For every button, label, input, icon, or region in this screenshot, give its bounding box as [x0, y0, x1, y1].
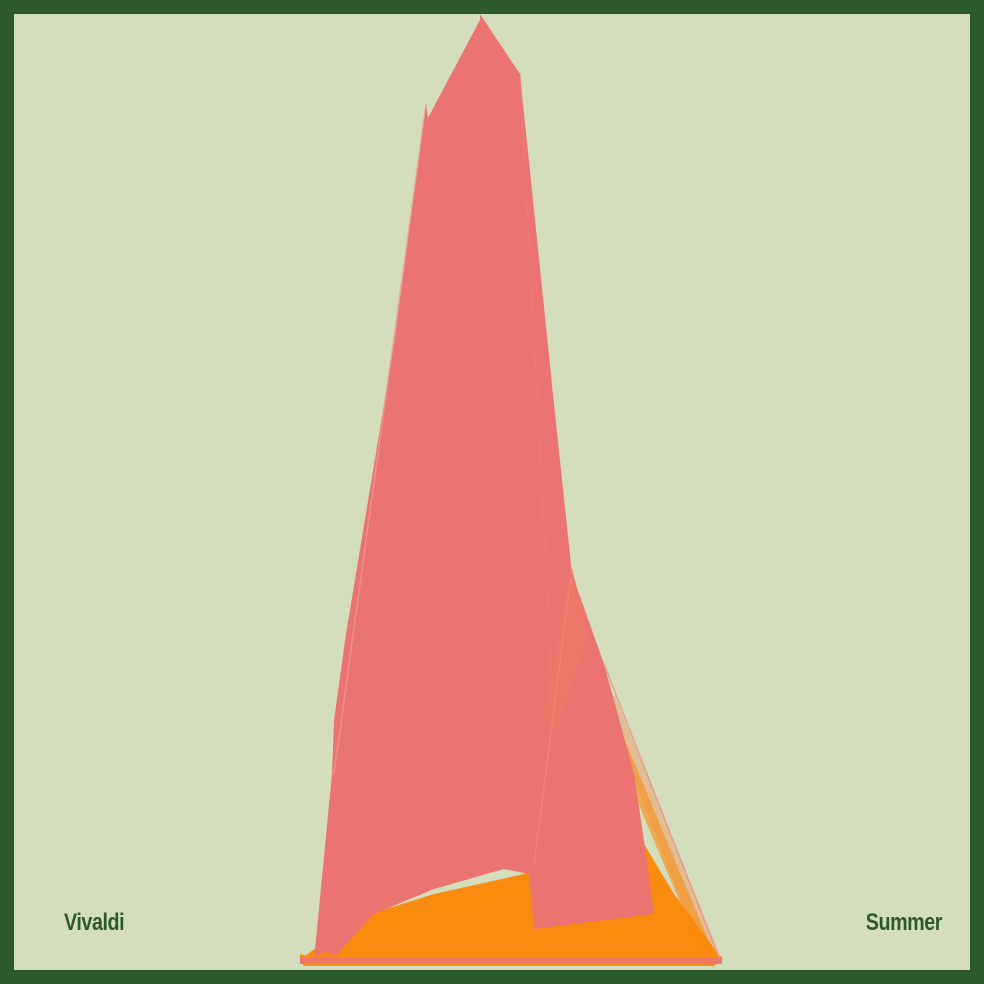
- streak-line-1: [533, 568, 573, 865]
- cover-canvas: Vivaldi Summer: [14, 14, 970, 970]
- orange-streak-3: [609, 714, 714, 959]
- pink-inner-spike: [544, 569, 589, 734]
- waveform-artwork: [299, 14, 723, 966]
- streak-line-3: [519, 73, 555, 715]
- streak-line-4: [333, 103, 427, 775]
- base-baseline: [300, 958, 722, 964]
- streak-line-2: [603, 663, 720, 959]
- artist-name: Vivaldi: [64, 909, 125, 936]
- orange-streak-1: [344, 884, 534, 929]
- track-title: Summer: [865, 909, 943, 936]
- pink-spire-shape: [314, 14, 654, 960]
